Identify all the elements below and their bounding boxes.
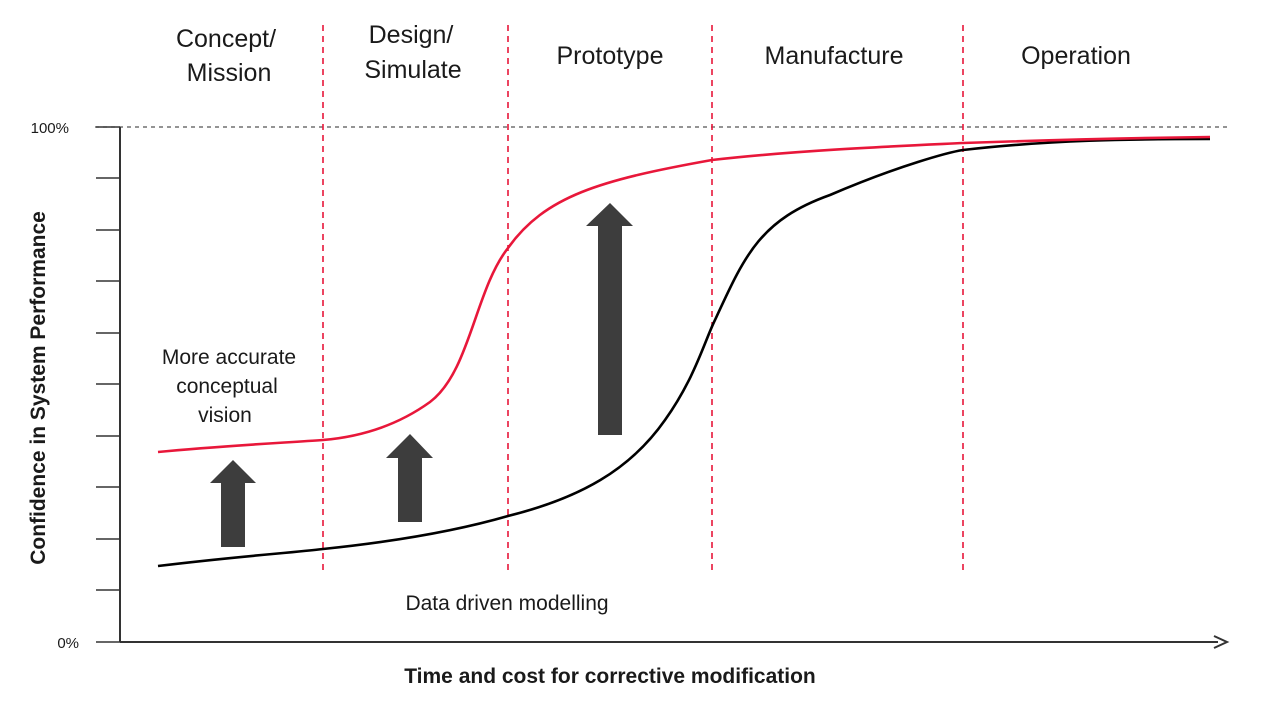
x-axis-title: Time and cost for corrective modificatio… [404, 665, 816, 688]
y-tick-0: 0% [57, 635, 79, 652]
phase-manufacture: Manufacture [765, 42, 904, 70]
accurate-vision-curve [157, 135, 1211, 454]
x-axis-arrowhead [1213, 635, 1230, 649]
phase-dividers [322, 25, 964, 572]
up-arrow-prototype [586, 203, 633, 435]
phase-design-line2: Simulate [364, 56, 461, 84]
y-tick-100: 100% [31, 120, 69, 137]
phase-design-line1: Design/ [369, 21, 454, 49]
red-curve-label-line3: vision [198, 404, 252, 427]
phase-operation: Operation [1021, 42, 1131, 70]
red-curve-label-line2: conceptual [176, 375, 278, 398]
y-axis-title: Confidence in System Performance [27, 211, 50, 565]
phase-concept-line1: Concept/ [176, 25, 276, 53]
y-ticks [96, 126, 120, 643]
data-driven-curve [157, 137, 1211, 568]
up-arrow-concept [210, 460, 256, 547]
red-curve-label-line1: More accurate [162, 346, 296, 369]
black-curve-label: Data driven modelling [405, 592, 608, 615]
phase-concept-line2: Mission [187, 59, 272, 87]
up-arrow-design [386, 434, 433, 522]
phase-prototype: Prototype [556, 42, 663, 70]
